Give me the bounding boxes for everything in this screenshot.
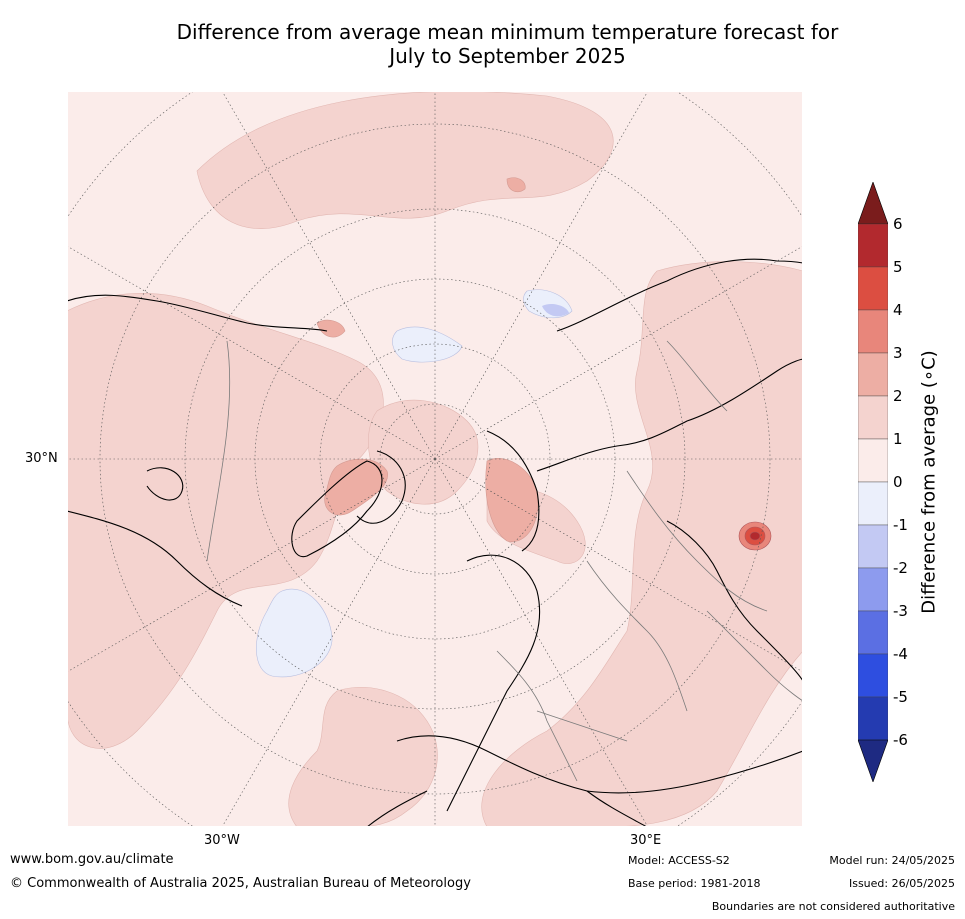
colorbar-tick-label: 2 <box>893 387 903 405</box>
footer-url[interactable]: www.bom.gov.au/climate <box>10 852 174 867</box>
colorbar-title: Difference from average (∘C) <box>918 350 940 614</box>
anomaly-minus-1-2-patch <box>542 303 569 317</box>
colorbar-tick-label: 0 <box>893 473 903 491</box>
colorbar-segment <box>858 481 888 526</box>
colorbar-tick-label: 1 <box>893 430 903 448</box>
colorbar-tick-label: -1 <box>893 516 908 534</box>
footer-model: Model: ACCESS-S2 <box>628 854 730 867</box>
colorbar-tick-label: 6 <box>893 215 903 233</box>
colorbar-extend-under <box>858 739 888 782</box>
colorbar-tick-label: 5 <box>893 258 903 276</box>
map-title: Difference from average mean minimum tem… <box>60 20 955 68</box>
colorbar-tick-label: 4 <box>893 301 903 319</box>
anomaly-1-2-regions <box>67 91 803 827</box>
colorbar-segment <box>858 567 888 612</box>
colorbar-tick-label: -4 <box>893 645 908 663</box>
colorbar-segment <box>858 223 888 268</box>
colorbar-segment <box>858 524 888 569</box>
anomaly-2-3-regions <box>316 177 539 542</box>
colorbar <box>858 182 888 782</box>
footer-issued: Issued: 26/05/2025 <box>848 877 955 890</box>
lon-label-30e: 30°E <box>630 833 662 848</box>
colorbar-segment <box>858 696 888 741</box>
coastlines <box>67 258 803 827</box>
colorbar-segment <box>858 395 888 440</box>
anomaly-hotspot <box>738 521 772 551</box>
lon-label-30w: 30°W <box>204 833 240 848</box>
colorbar-segment <box>858 266 888 311</box>
colorbar-extend-over <box>858 182 888 225</box>
title-line-1: Difference from average mean minimum tem… <box>176 20 839 44</box>
colorbar-segment <box>858 352 888 397</box>
colorbar-segment <box>858 653 888 698</box>
colorbar-tick-label: -6 <box>893 731 908 749</box>
footer-copyright: © Commonwealth of Australia 2025, Austra… <box>10 876 471 891</box>
forecast-map <box>67 91 803 827</box>
colorbar-segment <box>858 610 888 655</box>
colorbar-tick-label: -2 <box>893 559 908 577</box>
colorbar-segment <box>858 438 888 483</box>
footer-base-period: Base period: 1981-2018 <box>628 877 761 890</box>
colorbar-tick-label: -3 <box>893 602 908 620</box>
lat-label-30n: 30°N <box>25 451 58 466</box>
graticule <box>67 91 803 827</box>
colorbar-tick-label: -5 <box>893 688 908 706</box>
colorbar-tick-label: 3 <box>893 344 903 362</box>
footer-disclaimer: Boundaries are not considered authoritat… <box>711 900 955 913</box>
title-line-2: July to September 2025 <box>389 44 626 68</box>
colorbar-segment <box>858 309 888 354</box>
footer-model-run: Model run: 24/05/2025 <box>829 854 955 867</box>
country-borders <box>206 340 803 782</box>
